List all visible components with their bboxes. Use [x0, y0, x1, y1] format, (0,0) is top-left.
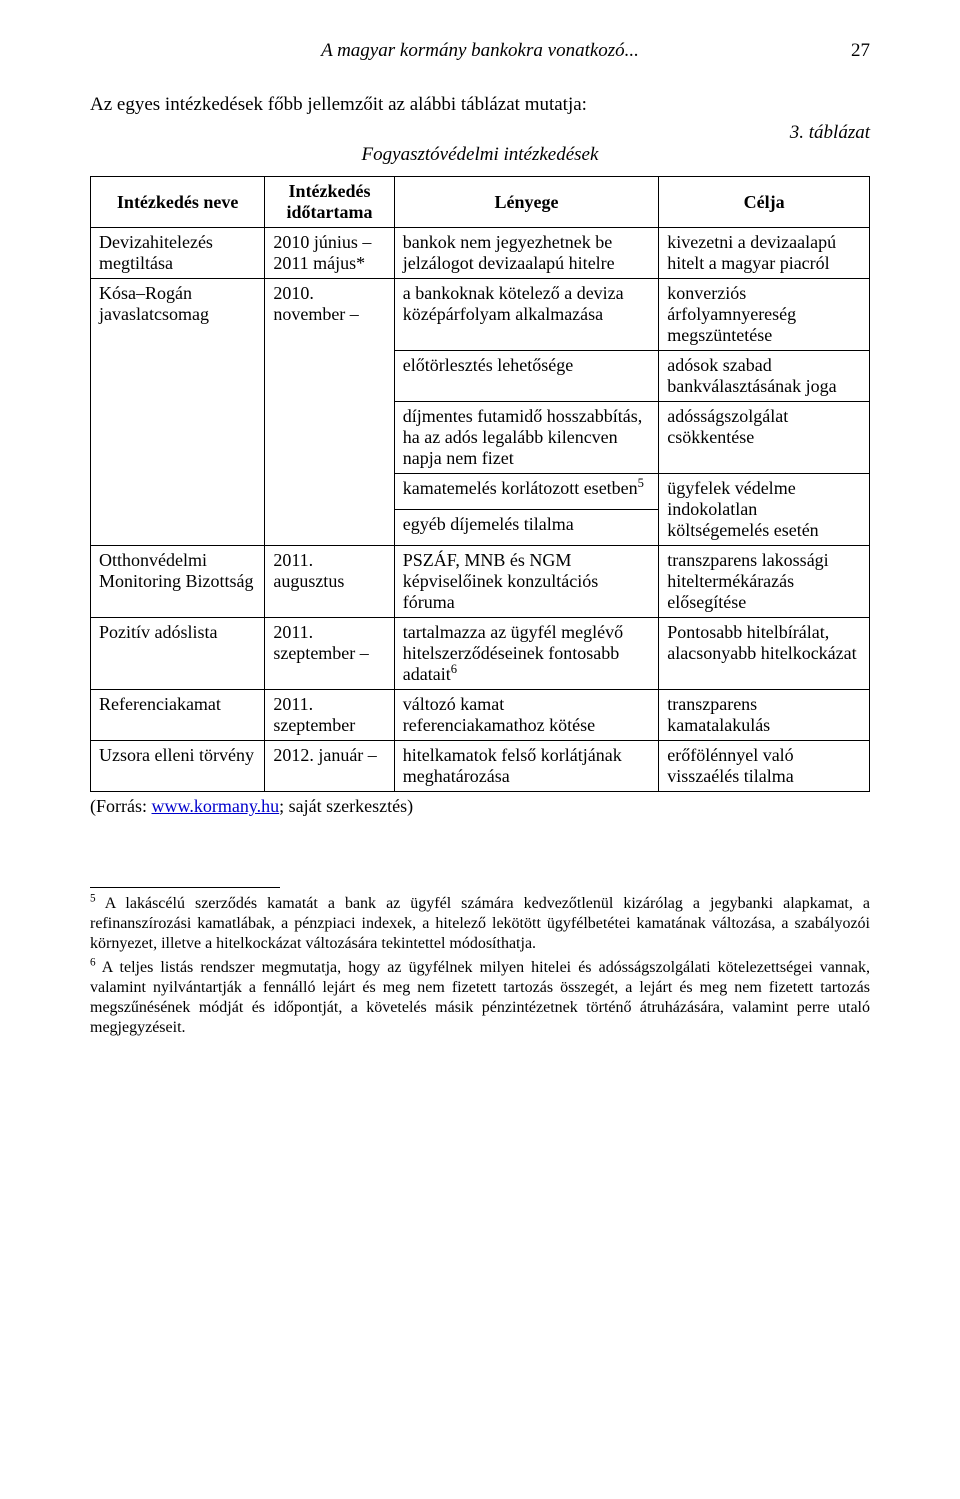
running-header: A magyar kormány bankokra vonatkozó... 2… — [90, 40, 870, 62]
cell-essence: a bankoknak kötelező a deviza középárfol… — [394, 279, 658, 351]
cell-duration: 2010 június – 2011 május* — [265, 228, 394, 279]
cell-essence: egyéb díjemelés tilalma — [394, 510, 658, 546]
cell-essence: kamatemelés korlátozott esetben5 — [394, 474, 658, 510]
footnote-separator — [90, 887, 280, 888]
col-name: Intézkedés neve — [91, 177, 265, 228]
footnote-marker: 5 — [90, 893, 96, 905]
cell-name: Referenciakamat — [91, 690, 265, 741]
cell-essence: díjmentes futamidő hosszabbítás, ha az a… — [394, 402, 658, 474]
col-essence: Lényege — [394, 177, 658, 228]
table-number: 3. táblázat — [790, 122, 870, 144]
cell-duration: 2011. szeptember – — [265, 618, 394, 690]
cell-essence: hitelkamatok felső korlátjának meghatáro… — [394, 741, 658, 792]
footnote-5: 5 A lakáscélú szerződés kamatát a bank a… — [90, 894, 870, 954]
cell-goal: adósok szabad bankválasztásának joga — [659, 351, 870, 402]
intro-paragraph: Az egyes intézkedések főbb jellemzőit az… — [90, 94, 870, 116]
cell-essence: előtörlesztés lehetősége — [394, 351, 658, 402]
table-row: Referenciakamat 2011. szeptember változó… — [91, 690, 870, 741]
cell-name: Pozitív adóslista — [91, 618, 265, 690]
cell-goal: Pontosabb hitelbírálat, alacsonyabb hite… — [659, 618, 870, 690]
table-row: Otthonvédelmi Monitoring Bizottság 2011.… — [91, 546, 870, 618]
source-link[interactable]: www.kormany.hu — [152, 796, 280, 816]
table-header-row: Intézkedés neve Intézkedés időtartama Lé… — [91, 177, 870, 228]
cell-goal: ügyfelek védelme indokolatlan költségeme… — [659, 474, 870, 546]
measures-table: Intézkedés neve Intézkedés időtartama Lé… — [90, 176, 870, 792]
cell-essence: bankok nem jegyezhetnek be jelzálogot de… — [394, 228, 658, 279]
page-number: 27 — [851, 40, 870, 62]
footnote-text: A lakáscélú szerződés kamatát a bank az … — [90, 895, 870, 952]
cell-name: Kósa–Rogán javaslatcsomag — [91, 279, 265, 546]
footnote-6: 6 A teljes listás rendszer megmutatja, h… — [90, 958, 870, 1038]
cell-name: Uzsora elleni törvény — [91, 741, 265, 792]
table-row: Uzsora elleni törvény 2012. január – hit… — [91, 741, 870, 792]
footnote-text: A teljes listás rendszer megmutatja, hog… — [90, 959, 870, 1036]
cell-goal: kivezetni a devizaalapú hitelt a magyar … — [659, 228, 870, 279]
footnote-marker: 6 — [90, 957, 96, 969]
col-duration: Intézkedés időtartama — [265, 177, 394, 228]
cell-duration: 2010. november – — [265, 279, 394, 546]
cell-name: Devizahitelezés megtiltása — [91, 228, 265, 279]
cell-essence: PSZÁF, MNB és NGM képviselőinek konzultá… — [394, 546, 658, 618]
document-page: A magyar kormány bankokra vonatkozó... 2… — [0, 0, 960, 1499]
table-row: Devizahitelezés megtiltása 2010 június –… — [91, 228, 870, 279]
col-goal: Célja — [659, 177, 870, 228]
table-row: Pozitív adóslista 2011. szeptember – tar… — [91, 618, 870, 690]
cell-name: Otthonvédelmi Monitoring Bizottság — [91, 546, 265, 618]
table-title: Fogyasztóvédelmi intézkedések — [90, 144, 870, 166]
table-row: Kósa–Rogán javaslatcsomag 2010. november… — [91, 279, 870, 351]
cell-essence: változó kamat referenciakamathoz kötése — [394, 690, 658, 741]
cell-goal: transzparens lakossági hiteltermékárazás… — [659, 546, 870, 618]
cell-duration: 2011. szeptember — [265, 690, 394, 741]
table-caption: 3. táblázat Fogyasztóvédelmi intézkedése… — [90, 122, 870, 170]
source-suffix: ; saját szerkesztés) — [279, 796, 413, 816]
table-source: (Forrás: www.kormany.hu; saját szerkeszt… — [90, 796, 870, 817]
footnotes: 5 A lakáscélú szerződés kamatát a bank a… — [90, 894, 870, 1038]
source-prefix: (Forrás: — [90, 796, 152, 816]
cell-essence: tartalmazza az ügyfél meglévő hitelszerz… — [394, 618, 658, 690]
cell-goal: erőfölénnyel való visszaélés tilalma — [659, 741, 870, 792]
cell-duration: 2011. augusztus — [265, 546, 394, 618]
cell-goal: adósságszolgálat csökkentése — [659, 402, 870, 474]
cell-duration: 2012. január – — [265, 741, 394, 792]
cell-goal: konverziós árfolyamnyereség megszüntetés… — [659, 279, 870, 351]
running-title: A magyar kormány bankokra vonatkozó... — [321, 40, 639, 61]
cell-goal: transzparens kamatalakulás — [659, 690, 870, 741]
table-body: Devizahitelezés megtiltása 2010 június –… — [91, 228, 870, 792]
